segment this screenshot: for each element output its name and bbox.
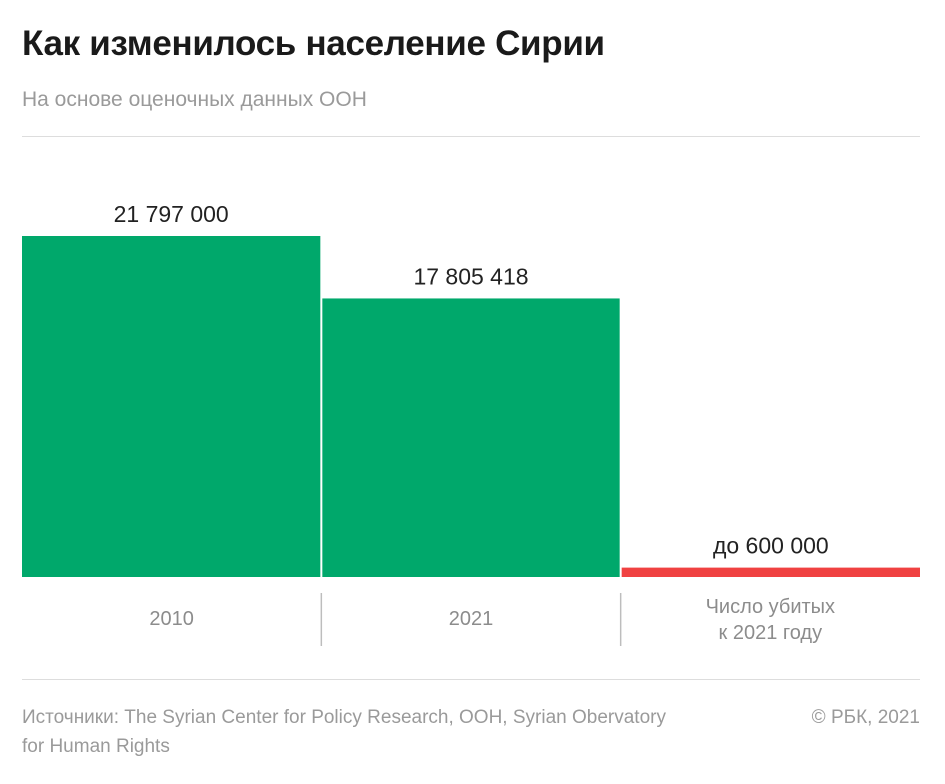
category-label-1: 2021	[449, 608, 494, 630]
source-note: Источники: The Syrian Center for Policy …	[22, 707, 666, 757]
copyright: © РБК, 2021	[811, 707, 920, 728]
bottom-divider	[22, 679, 920, 680]
bar-2	[621, 567, 920, 577]
bar-0	[22, 236, 321, 577]
bar-chart: 21 797 000 2010 17 805 418 2021 до 600 000 Чи…	[22, 201, 920, 646]
category-label-0: 2010	[149, 608, 194, 630]
bar-1	[322, 298, 620, 577]
data-label-1: 17 805 418	[413, 263, 528, 289]
chart-title: Как изменилось население Сирии	[22, 24, 605, 63]
data-label-0: 21 797 000	[114, 201, 229, 227]
top-divider	[22, 136, 920, 137]
category-label-2: Число убитых к 2021 году	[706, 596, 835, 644]
data-label-2: до 600 000	[713, 533, 829, 559]
chart-subtitle: На основе оценочных данных ООН	[22, 88, 367, 111]
